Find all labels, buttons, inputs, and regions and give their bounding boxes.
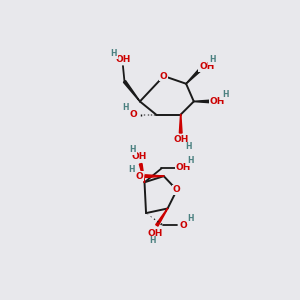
Text: OH: OH: [210, 97, 225, 106]
Polygon shape: [179, 115, 182, 133]
Text: H: H: [222, 90, 229, 99]
Text: O: O: [129, 110, 137, 119]
Text: O: O: [173, 185, 181, 194]
Text: OH: OH: [131, 152, 147, 161]
Text: H: H: [122, 103, 128, 112]
Text: H: H: [209, 56, 215, 64]
Text: H: H: [128, 165, 135, 174]
Text: O: O: [160, 71, 168, 80]
Polygon shape: [139, 164, 145, 182]
Text: H: H: [130, 146, 136, 154]
Text: O: O: [135, 172, 143, 181]
Text: OH: OH: [115, 55, 130, 64]
Text: H: H: [188, 156, 194, 165]
Text: O: O: [179, 221, 187, 230]
Text: H: H: [188, 214, 194, 223]
Polygon shape: [156, 208, 168, 226]
Text: OH: OH: [199, 62, 214, 71]
Polygon shape: [186, 69, 201, 84]
Polygon shape: [123, 81, 140, 101]
Text: H: H: [110, 49, 117, 58]
Text: OH: OH: [175, 163, 191, 172]
Text: H: H: [185, 142, 192, 152]
Polygon shape: [145, 175, 164, 178]
Text: OH: OH: [173, 136, 188, 145]
Polygon shape: [194, 100, 211, 103]
Text: H: H: [149, 236, 155, 245]
Text: OH: OH: [148, 229, 163, 238]
